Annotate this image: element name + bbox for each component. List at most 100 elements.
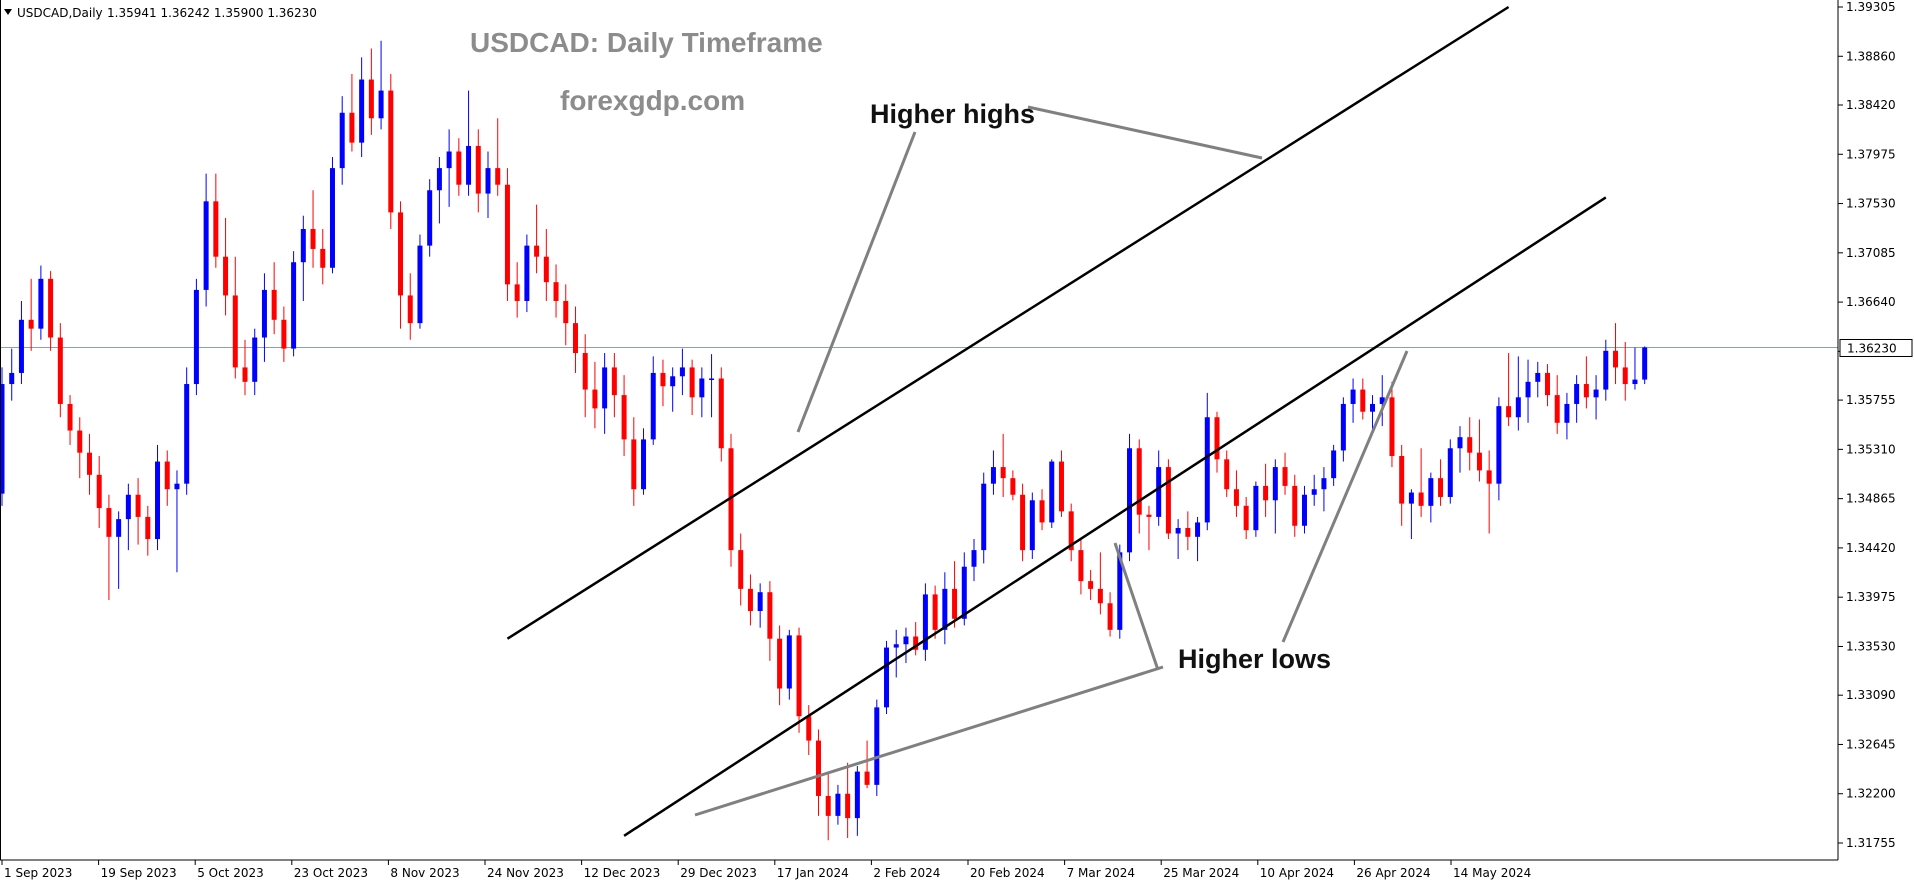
time-tick-label: 14 May 2024 [1453, 866, 1531, 880]
triangle-down-icon[interactable] [4, 9, 12, 15]
bearish-candle [1097, 552, 1103, 615]
bearish-candle [777, 625, 783, 706]
candle-body [1107, 603, 1113, 630]
candle-body [320, 248, 326, 268]
bullish-candle [378, 40, 384, 130]
candle-body [514, 284, 520, 301]
bearish-candle [689, 359, 695, 416]
candle-body [582, 353, 588, 390]
bearish-candle [534, 204, 540, 274]
bearish-candle [398, 201, 404, 329]
candle-body [18, 319, 24, 373]
candle-body [1204, 417, 1210, 523]
candle-body [1360, 389, 1366, 412]
candle-body [310, 229, 316, 249]
bullish-candle [1457, 426, 1463, 473]
higher-highs-pointer [1027, 105, 1263, 160]
bullish-candle [670, 367, 676, 412]
candle-body [1486, 470, 1492, 484]
candle-body [572, 323, 578, 354]
current-price-tag: 1.36230 [1839, 338, 1913, 357]
price-axis[interactable]: 1.39305 1.38860 1.38420 1.37975 1.37530 1.370… [1838, 0, 1896, 850]
candle-body [670, 376, 676, 387]
time-tick-label: 19 Sep 2023 [101, 866, 177, 880]
bullish-candle [125, 483, 131, 551]
chart-frame-group [0, 0, 1839, 861]
price-tick-label: 1.32645 [1846, 737, 1896, 751]
bullish-candle [359, 57, 365, 158]
candle-body [1000, 467, 1006, 479]
bullish-candle [524, 234, 530, 313]
candle-body [155, 461, 161, 540]
bearish-candle [67, 395, 73, 445]
bullish-candle [903, 627, 909, 664]
bearish-candle [572, 306, 578, 373]
candle-body [1185, 527, 1191, 537]
candle-body [854, 771, 860, 819]
candle-body [1408, 492, 1414, 504]
price-tick-label: 1.35310 [1846, 442, 1896, 456]
candle-body [1331, 450, 1337, 479]
candle-body [845, 793, 851, 819]
candle-body [738, 550, 744, 589]
bearish-candle [1554, 375, 1560, 434]
bullish-candle [709, 354, 715, 418]
candle-body [252, 337, 258, 382]
bullish-candle [1574, 375, 1580, 423]
price-tick-label: 1.39305 [1846, 0, 1896, 14]
bullish-candle [835, 784, 841, 825]
bullish-candle [1204, 392, 1210, 531]
bearish-candle [1360, 378, 1366, 420]
candle-body [942, 588, 948, 630]
candle-body [796, 635, 802, 717]
candle-body [1467, 437, 1473, 453]
time-axis[interactable]: 1 Sep 2023 19 Sep 2023 5 Oct 2023 23 Oct 20… [1, 860, 1531, 880]
time-tick-label: 10 Apr 2024 [1260, 866, 1334, 880]
candle-body [1088, 581, 1094, 589]
candle-body [86, 452, 92, 475]
candle-body [232, 295, 238, 368]
candle-body [913, 636, 919, 650]
candle-body [281, 319, 287, 349]
bullish-candle [436, 157, 442, 224]
bearish-candle [1263, 463, 1269, 517]
candle-body [1632, 379, 1638, 385]
candle-body [1049, 461, 1055, 523]
candle-body [534, 245, 540, 257]
bullish-candle [9, 348, 15, 401]
candle-body [543, 256, 549, 283]
candle-body [300, 229, 306, 263]
bearish-candle [1418, 448, 1424, 517]
bullish-candle [466, 90, 472, 196]
bearish-candle [475, 129, 481, 213]
lower-channel-line[interactable] [623, 196, 1607, 837]
candle-body [466, 145, 472, 185]
price-tick-label: 1.37975 [1846, 147, 1896, 161]
bullish-candle [1515, 356, 1521, 431]
bearish-candle [96, 456, 102, 528]
candle-body [884, 647, 890, 708]
candle-body [106, 508, 112, 537]
candle-body [436, 168, 442, 191]
price-tick-label: 1.34420 [1846, 541, 1896, 555]
candle-body [28, 319, 34, 329]
bearish-candle [1058, 450, 1064, 517]
bearish-candle [660, 359, 666, 407]
candle-body [1272, 467, 1278, 501]
upper-channel-line[interactable] [506, 5, 1510, 640]
candle-body [1438, 478, 1444, 497]
price-tick-label: 1.36640 [1846, 295, 1896, 309]
annotation-higher-lows: Higher lows [1178, 644, 1331, 674]
time-tick-label: 29 Dec 2023 [680, 866, 757, 880]
bullish-candle [602, 353, 608, 434]
annotation-higher-highs: Higher highs [870, 99, 1035, 129]
bullish-candle [300, 215, 306, 301]
bullish-candle [1029, 492, 1035, 559]
candle-body [9, 372, 15, 385]
bearish-candle [553, 264, 559, 318]
bearish-candle [932, 585, 938, 639]
time-tick-label: 26 Apr 2024 [1356, 866, 1430, 880]
candle-body [184, 384, 190, 484]
bullish-candle [1603, 339, 1609, 401]
